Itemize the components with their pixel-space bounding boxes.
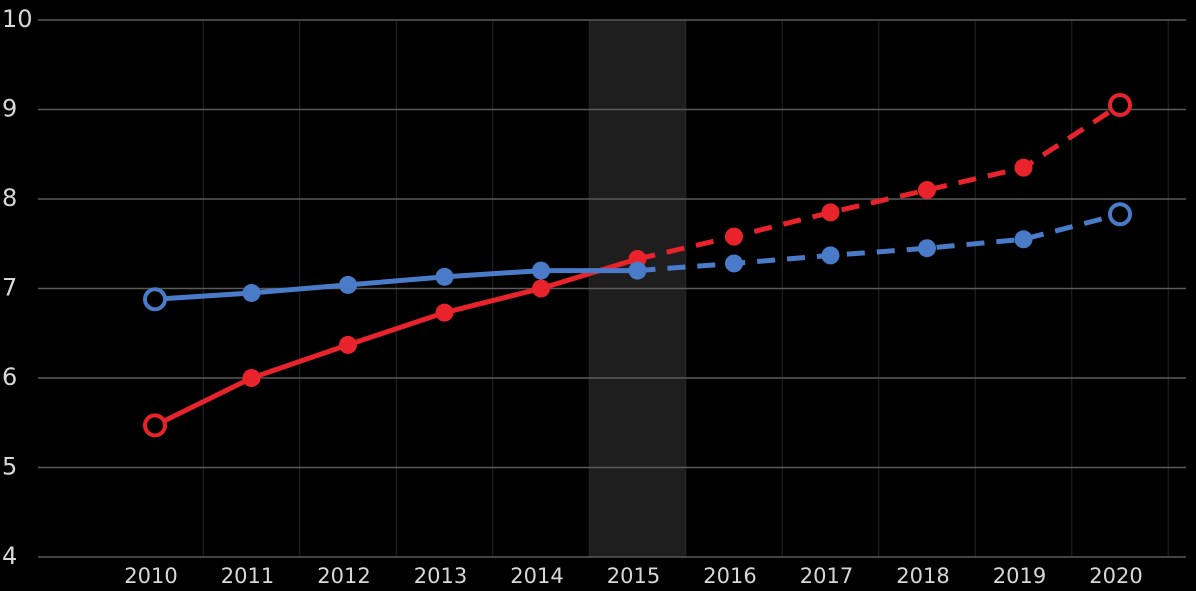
- x-tick-label: 2015: [607, 564, 660, 588]
- x-tick-label: 2010: [124, 564, 177, 588]
- x-tick-label: 2011: [221, 564, 274, 588]
- line-forecast: [637, 211, 1121, 274]
- point: [725, 227, 743, 246]
- point: [242, 283, 261, 302]
- line-forecast: [636, 102, 1122, 262]
- y-tick-label: 5: [2, 453, 17, 481]
- point: [1108, 202, 1132, 227]
- y-tick-label: 8: [2, 184, 17, 212]
- x-tick-label: 2017: [800, 564, 853, 588]
- point: [725, 254, 743, 273]
- point: [532, 279, 550, 298]
- y-tick-label: 7: [2, 274, 17, 302]
- point: [821, 246, 840, 265]
- point: [143, 287, 167, 312]
- line-actual: [154, 268, 638, 302]
- line-actual: [153, 256, 639, 428]
- y-tick-label: 10: [2, 5, 33, 33]
- point: [918, 239, 936, 258]
- point: [1014, 230, 1033, 249]
- x-tick-label: 2016: [703, 564, 756, 588]
- x-tick-label: 2019: [993, 564, 1046, 588]
- point: [918, 181, 936, 200]
- x-tick-label: 2020: [1089, 564, 1142, 588]
- x-tick-label: 2014: [510, 564, 563, 588]
- y-tick-label: 9: [2, 95, 17, 123]
- point: [532, 261, 550, 280]
- point: [242, 369, 261, 387]
- x-tick-label: 2018: [896, 564, 949, 588]
- point: [628, 261, 647, 280]
- point: [143, 413, 167, 438]
- x-tick-label: 2013: [414, 564, 467, 588]
- point: [1014, 158, 1033, 177]
- point: [1108, 93, 1132, 118]
- y-tick-label: 6: [2, 363, 17, 391]
- point: [435, 267, 454, 286]
- point: [435, 303, 454, 322]
- x-tick-label: 2012: [317, 564, 370, 588]
- point: [339, 275, 357, 294]
- point: [339, 335, 357, 354]
- point: [821, 203, 840, 222]
- y-tick-label: 4: [2, 542, 17, 570]
